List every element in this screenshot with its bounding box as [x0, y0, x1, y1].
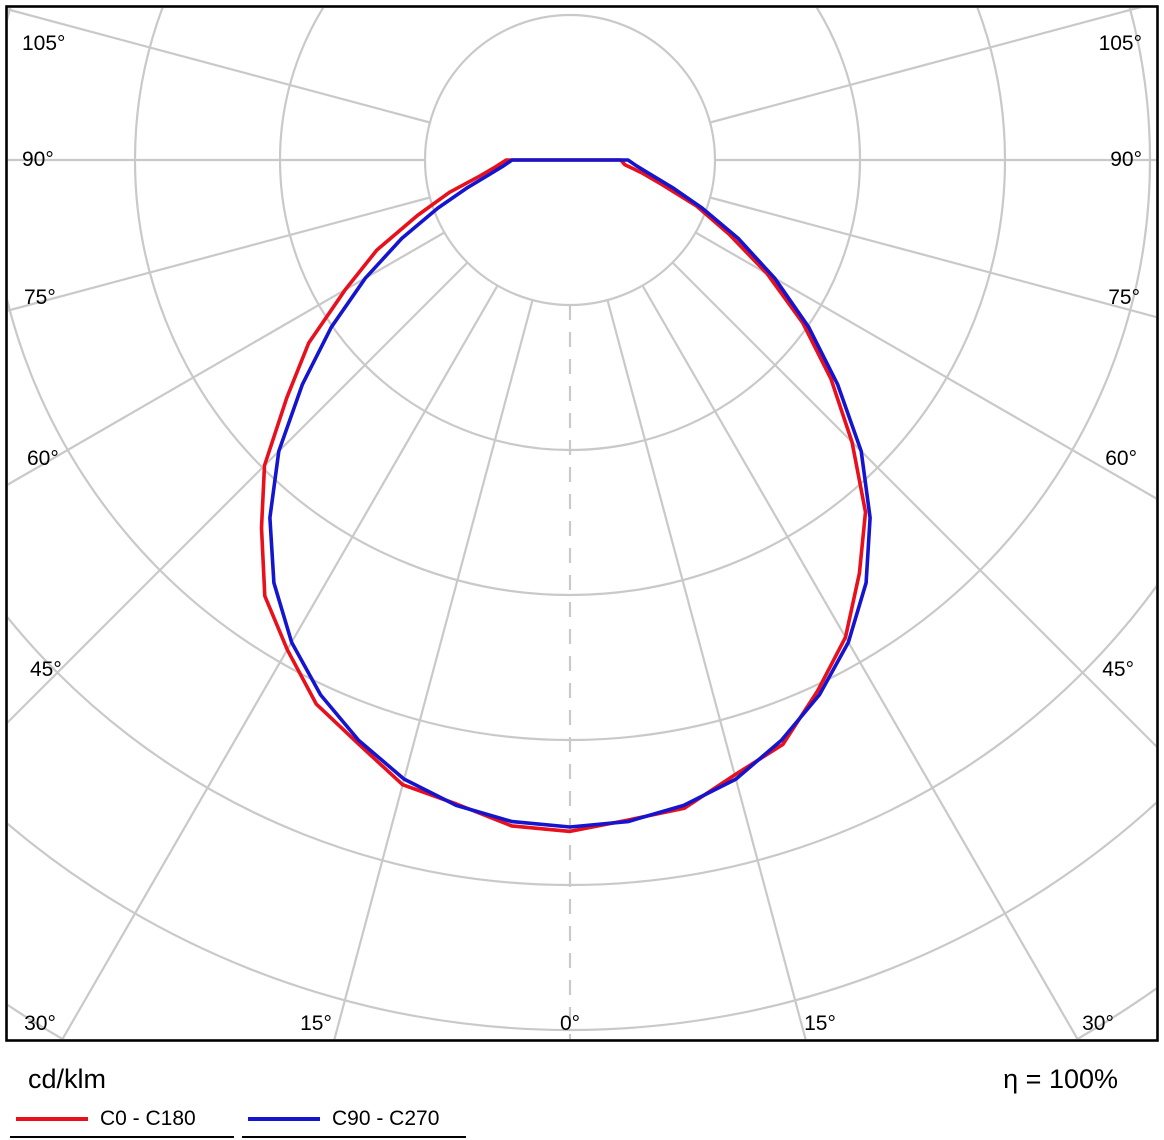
grid-ray [8, 231, 445, 486]
angle-tick-label: 30° [24, 1012, 56, 1035]
grid-ray [606, 299, 807, 1039]
chart-frame [5, 5, 1159, 1042]
c0-c180-line-swatch [16, 1117, 88, 1121]
legend-label-c90-c270: C90 - C270 [332, 1107, 440, 1130]
angle-tick-label: 105° [1099, 32, 1142, 55]
efficiency-label: η = 100% [1003, 1064, 1118, 1094]
angle-tick-label: 90° [1110, 148, 1142, 171]
grid-ray [8, 196, 431, 312]
grid-ray [709, 8, 1142, 124]
angle-tick-label: 15° [804, 1012, 836, 1035]
grid-ring [278, 8, 862, 452]
legend: C0 - C180 C90 - C270 [0, 1102, 1164, 1140]
grid-ray [8, 261, 469, 724]
angle-tick-label: 75° [24, 286, 56, 309]
angle-tick-label: 45° [30, 658, 62, 681]
angle-tick-label: 15° [300, 1012, 332, 1035]
grid-ring [8, 8, 1151, 741]
grid-ray [8, 8, 431, 124]
unit-label: cd/klm [28, 1064, 107, 1094]
grid-ray [671, 261, 1156, 748]
grid-ray [61, 285, 499, 1039]
angle-tick-label: 60° [27, 447, 59, 470]
angle-tick-label: 45° [1102, 658, 1134, 681]
angle-tick-label: 105° [22, 32, 65, 55]
grid-ray [333, 299, 534, 1039]
angle-tick-label: 30° [1082, 1012, 1114, 1035]
c90-c270-line-swatch [248, 1117, 320, 1121]
grid-ray [709, 196, 1156, 319]
legend-item-c90-c270: C90 - C270 [242, 1102, 466, 1138]
angle-tick-label: 60° [1105, 447, 1137, 470]
grid-ring [8, 584, 1156, 886]
angle-tick-label: 75° [1108, 286, 1140, 309]
angle-tick-label: 0° [560, 1012, 580, 1035]
grid-ray [641, 285, 1079, 1039]
legend-item-c0-c180: C0 - C180 [10, 1102, 234, 1138]
legend-label-c0-c180: C0 - C180 [100, 1107, 196, 1130]
grid-ring [8, 801, 1156, 1031]
grid-ray [695, 231, 1156, 500]
angle-tick-label: 90° [22, 148, 54, 171]
curve-C90-C270 [268, 158, 872, 829]
